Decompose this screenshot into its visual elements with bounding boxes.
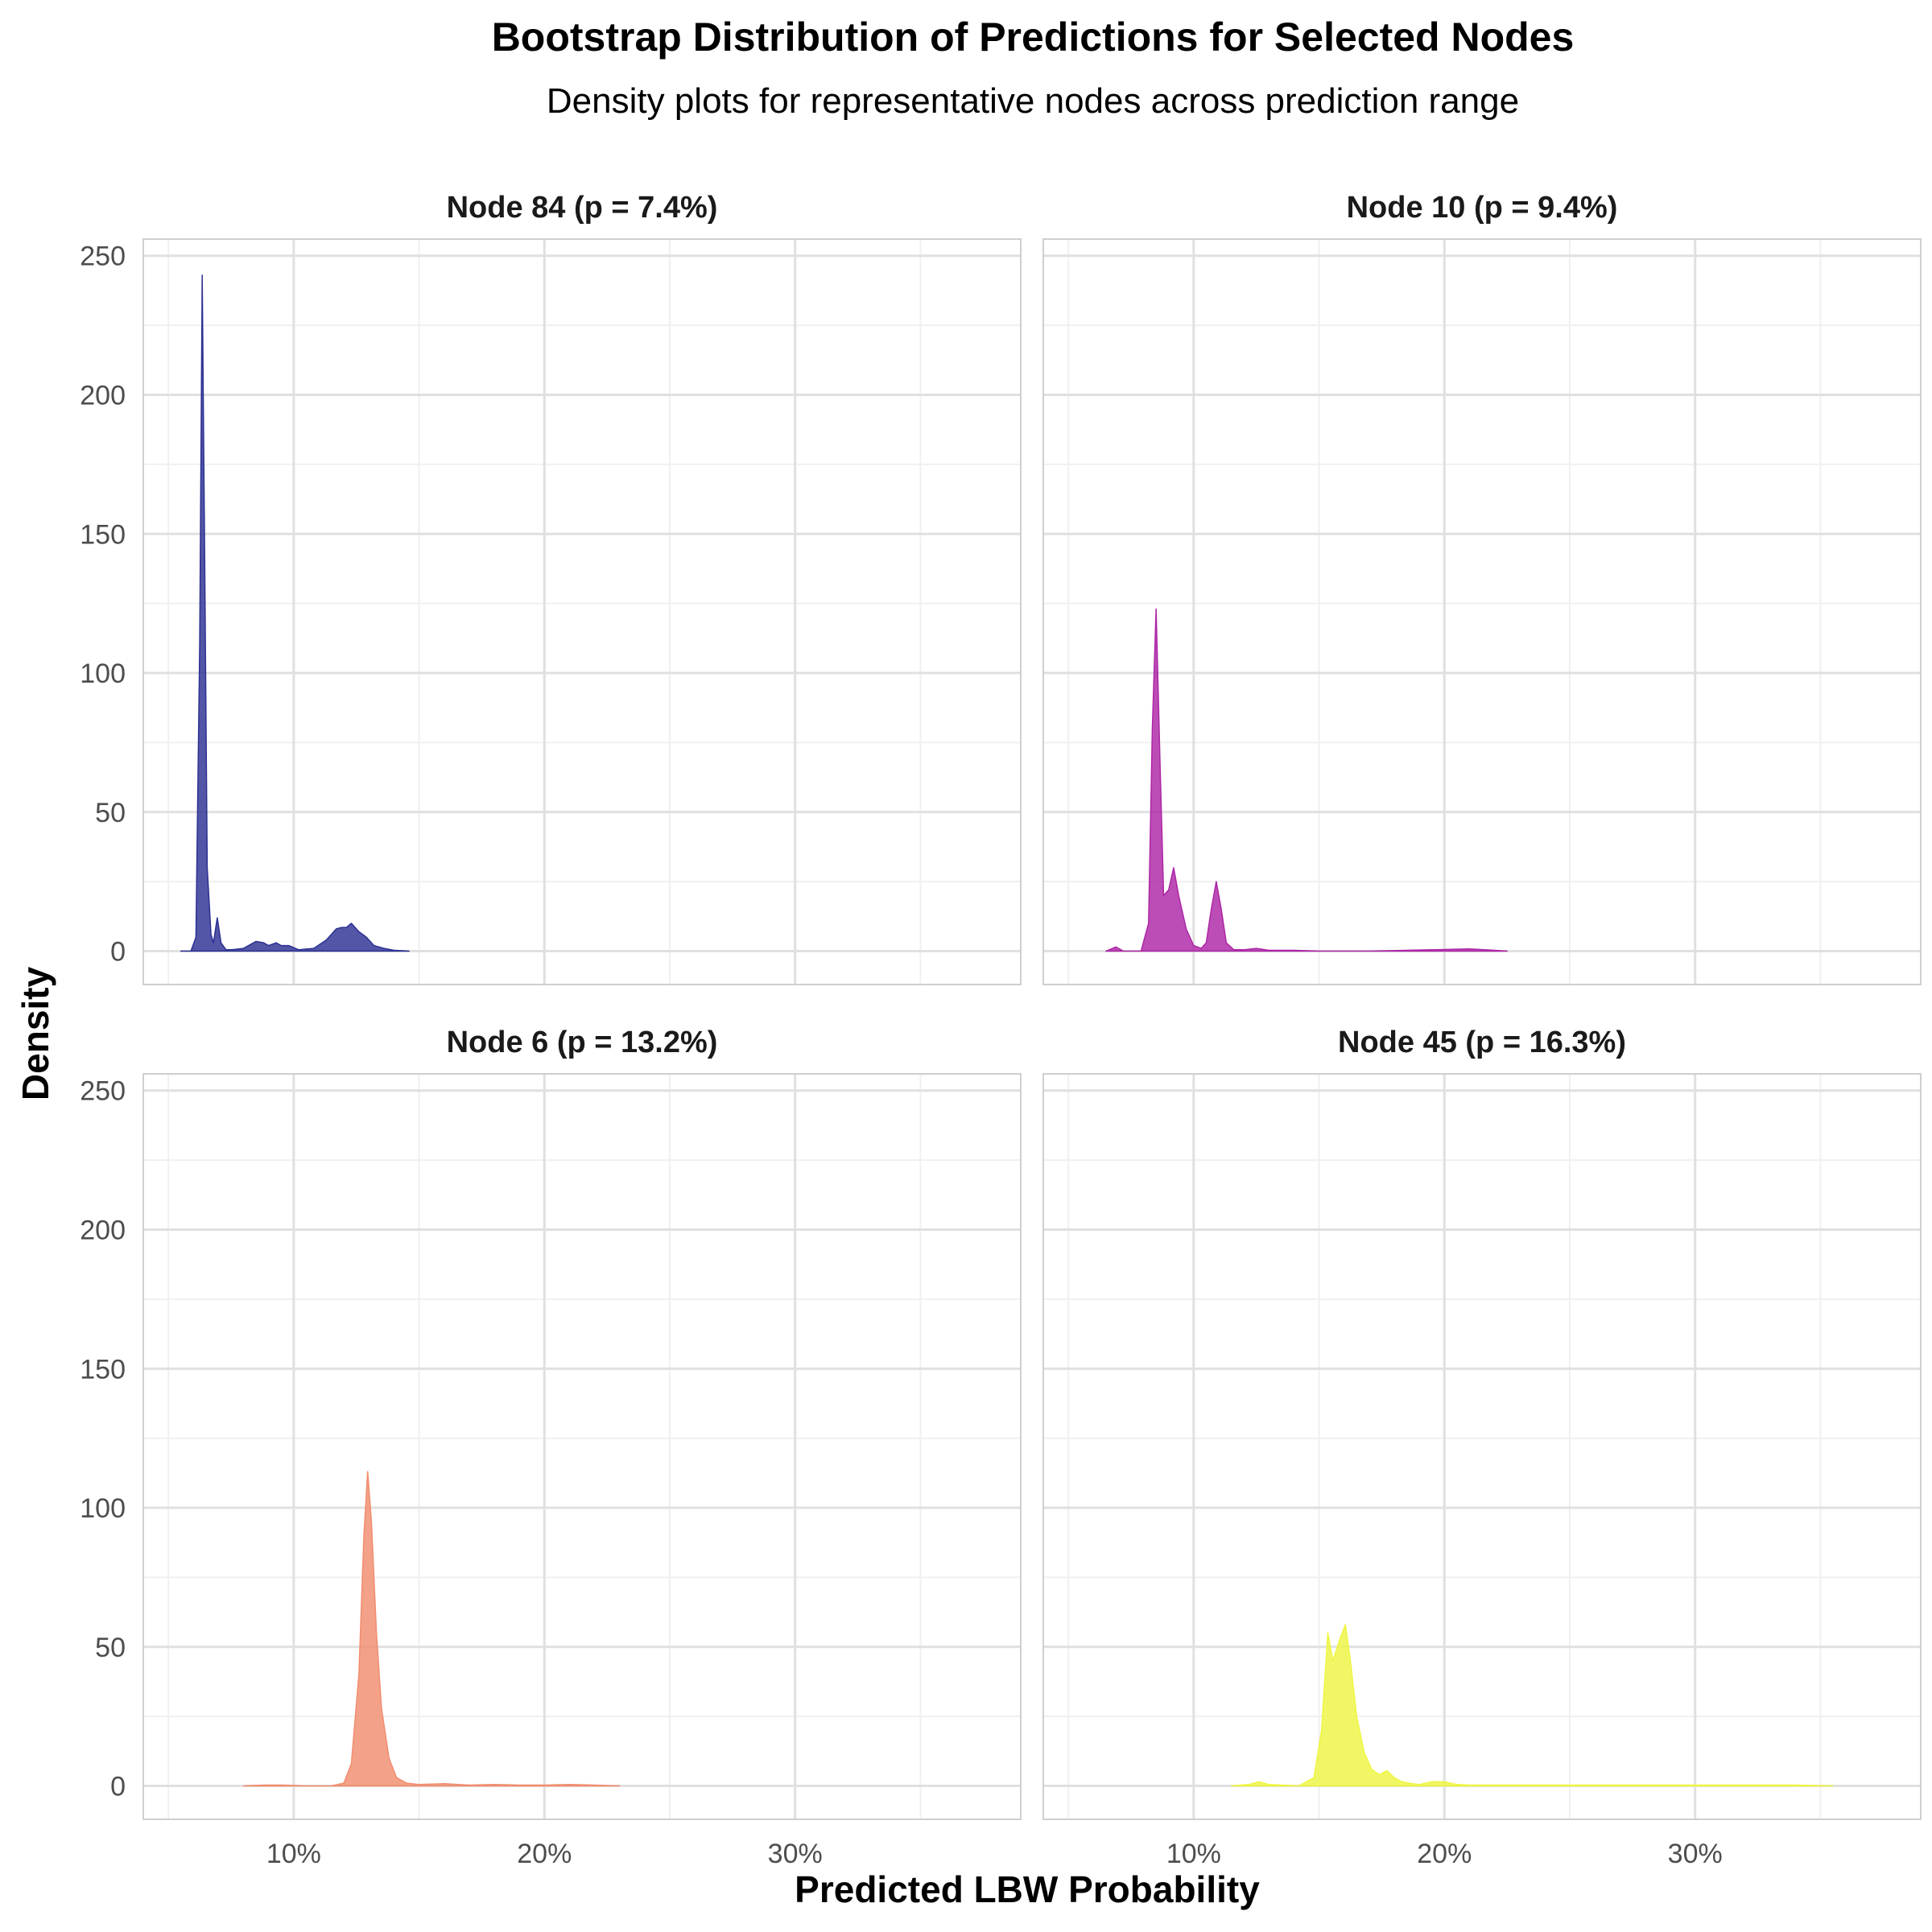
facet-label: Node 45 (p = 16.3%) [1338,1026,1626,1059]
density-area [180,275,410,952]
y-tick-label: 200 [80,1215,126,1245]
panel-2: Node 10 (p = 9.4%) [1042,191,1922,985]
y-tick-label: 150 [80,519,126,550]
y-tick-label: 100 [80,658,126,689]
density-area [1105,608,1508,952]
facet-label: Node 10 (p = 9.4%) [1347,191,1618,225]
panel-border [142,1073,1022,1820]
x-tick-label: 30% [768,1839,823,1869]
y-tick-label: 150 [80,1354,126,1385]
panel-border [142,238,1022,985]
y-tick-label: 50 [95,798,126,828]
panel-border [1042,238,1922,985]
y-axis-title: Density [14,967,56,1101]
chart-subtitle: Density plots for representative nodes a… [547,81,1519,121]
facet-panels: Node 84 (p = 7.4%) Node 10 (p = 9.4%) Node… [142,191,1922,1820]
x-tick-label: 30% [1668,1839,1723,1869]
y-tick-label: 100 [80,1493,126,1524]
y-axis-ticks: 0 50 100 150 200 250 0 50 100 150 200 250 [80,242,126,1802]
panel-3: Node 6 (p = 13.2%) [142,1026,1022,1820]
density-area [1230,1624,1834,1787]
panel-1: Node 84 (p = 7.4%) [142,191,1022,985]
x-tick-label: 20% [1417,1839,1472,1869]
panel-4: Node 45 (p = 16.3%) [1042,1026,1922,1820]
x-axis-title: Predicted LBW Probability [795,1868,1260,1910]
facet-label: Node 84 (p = 7.4%) [447,191,718,225]
y-tick-label: 50 [95,1633,126,1663]
panel-border [1042,1073,1922,1820]
chart-title: Bootstrap Distribution of Predictions fo… [492,14,1575,60]
x-axis-ticks: 10% 20% 30% 10% 20% 30% [266,1839,1723,1869]
facet-label: Node 6 (p = 13.2%) [447,1026,718,1059]
y-tick-label: 0 [110,1772,126,1802]
x-tick-label: 10% [266,1839,321,1869]
y-tick-label: 250 [80,1076,126,1107]
y-tick-label: 0 [110,937,126,968]
y-tick-label: 200 [80,380,126,411]
x-tick-label: 20% [517,1839,572,1869]
y-tick-label: 250 [80,242,126,272]
x-tick-label: 10% [1166,1839,1221,1869]
density-area [242,1471,621,1787]
